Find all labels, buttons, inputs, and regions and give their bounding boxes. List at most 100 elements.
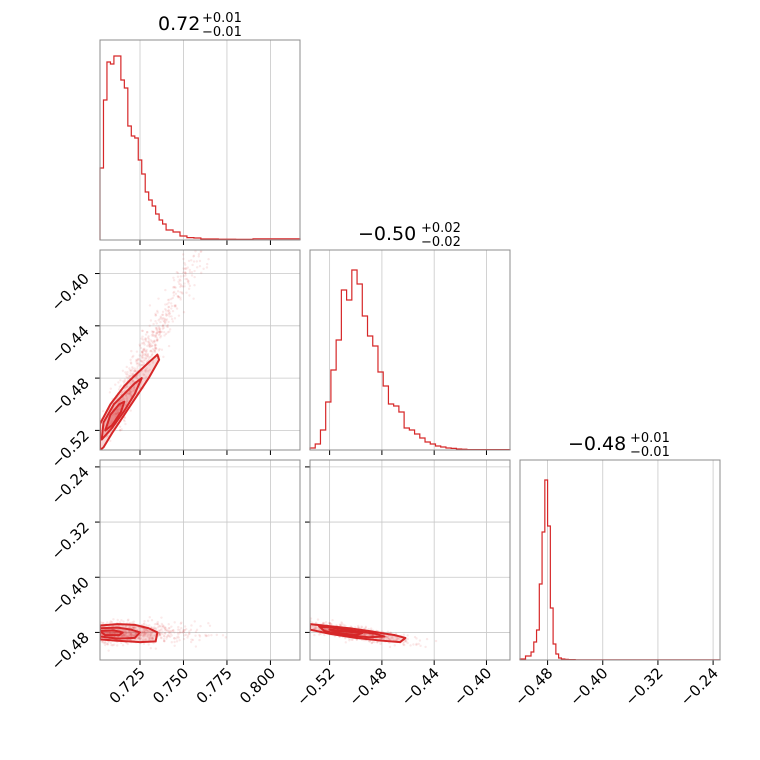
scatter-point xyxy=(177,636,180,639)
scatter-point xyxy=(187,282,190,285)
scatter-point xyxy=(145,353,148,356)
scatter-point xyxy=(125,385,128,389)
scatter-point xyxy=(198,259,202,263)
scatter-point xyxy=(191,638,195,642)
scatter-point xyxy=(144,357,148,360)
scatter-point xyxy=(195,266,199,269)
scatter-point xyxy=(208,624,212,627)
scatter-point xyxy=(162,639,166,643)
x-tick-label: 0.800 xyxy=(236,664,279,707)
scatter-point xyxy=(340,621,343,624)
scatter-point xyxy=(157,633,161,636)
scatter-point xyxy=(151,636,155,639)
scatter-point xyxy=(324,628,327,631)
scatter-point xyxy=(353,626,357,629)
scatter-point xyxy=(176,290,180,293)
x-tick-label: −0.44 xyxy=(398,664,443,709)
scatter-point xyxy=(154,313,158,317)
scatter-point xyxy=(109,631,112,635)
scatter-point xyxy=(145,628,148,632)
scatter-point xyxy=(150,636,154,640)
scatter-point xyxy=(419,644,422,648)
scatter-point xyxy=(143,347,146,351)
scatter-point xyxy=(142,630,146,634)
scatter-point xyxy=(177,296,180,299)
scatter-point xyxy=(143,358,147,362)
scatter-point xyxy=(112,413,116,416)
scatter-point xyxy=(146,340,150,343)
scatter-point xyxy=(114,383,117,386)
scatter-point xyxy=(142,342,145,345)
scatter-point xyxy=(322,621,325,625)
scatter-point xyxy=(127,376,131,379)
scatter-point xyxy=(126,392,129,396)
scatter-point xyxy=(144,333,148,336)
scatter-point xyxy=(125,399,129,403)
scatter-point xyxy=(138,354,141,357)
scatter-point xyxy=(129,409,132,412)
scatter-point xyxy=(158,633,162,637)
scatter-point xyxy=(119,394,122,397)
scatter-point xyxy=(349,625,353,628)
scatter-point xyxy=(386,630,390,634)
scatter-point xyxy=(197,255,200,258)
scatter-point xyxy=(129,632,133,635)
scatter-point xyxy=(395,638,398,642)
scatter-point xyxy=(364,626,367,629)
scatter-point xyxy=(174,286,177,289)
scatter-point xyxy=(179,296,182,299)
scatter-point xyxy=(198,264,202,268)
scatter-point xyxy=(161,310,165,314)
scatter-point xyxy=(126,642,129,646)
scatter-point xyxy=(168,630,171,633)
scatter-point xyxy=(161,632,164,636)
y-tick-label: −0.40 xyxy=(48,573,93,618)
scatter-point xyxy=(129,634,133,637)
scatter-point xyxy=(135,358,138,362)
scatter-point xyxy=(123,419,126,423)
scatter-point xyxy=(142,359,145,362)
scatter-point xyxy=(164,303,167,306)
scatter-point xyxy=(140,631,143,634)
scatter-point xyxy=(404,640,408,643)
scatter-point xyxy=(371,634,374,637)
scatter-point xyxy=(397,637,400,641)
scatter-point xyxy=(162,624,165,628)
scatter-point xyxy=(153,351,157,354)
scatter-point xyxy=(210,633,213,637)
scatter-point xyxy=(434,639,438,643)
scatter-point xyxy=(118,425,122,428)
scatter-point xyxy=(140,630,143,634)
scatter-point xyxy=(176,628,180,631)
scatter-point xyxy=(182,274,185,278)
scatter-point xyxy=(160,348,164,351)
scatter-point xyxy=(123,416,126,420)
scatter-point xyxy=(141,329,144,333)
scatter-point xyxy=(141,351,144,354)
scatter-point xyxy=(149,634,153,637)
scatter-point xyxy=(133,626,136,630)
scatter-point xyxy=(161,316,165,320)
scatter-point xyxy=(117,400,121,403)
scatter-point xyxy=(131,367,134,370)
x-tick-label: −0.52 xyxy=(293,664,338,709)
scatter-point xyxy=(126,370,129,374)
scatter-point xyxy=(170,315,173,318)
scatter-point xyxy=(115,644,119,647)
scatter-point xyxy=(177,280,180,283)
scatter-point xyxy=(151,331,155,334)
scatter-point xyxy=(199,624,202,628)
scatter-point xyxy=(168,315,171,318)
x-tick-label: 0.775 xyxy=(193,664,236,707)
scatter-point xyxy=(131,634,134,638)
scatter-point xyxy=(125,365,128,369)
scatter-point xyxy=(164,320,167,324)
scatter-point xyxy=(145,375,148,379)
scatter-point xyxy=(173,317,177,320)
scatter-point xyxy=(207,621,210,625)
scatter-point xyxy=(144,340,148,343)
scatter-point xyxy=(170,317,174,321)
scatter-point xyxy=(160,318,164,321)
scatter-point xyxy=(166,298,170,302)
scatter-point xyxy=(177,625,180,629)
